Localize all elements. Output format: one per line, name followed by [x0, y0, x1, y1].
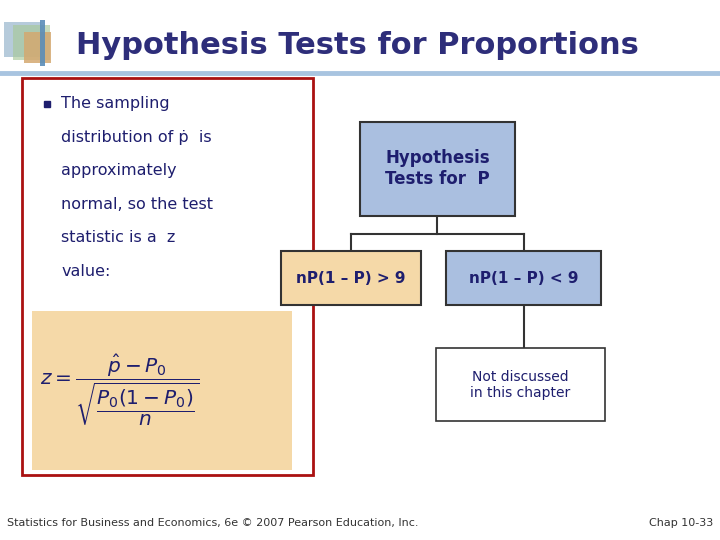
Text: statistic is a  z: statistic is a z [61, 230, 176, 245]
Text: Hypothesis
Tests for  P: Hypothesis Tests for P [385, 150, 490, 188]
Text: Chap 10-33: Chap 10-33 [649, 518, 713, 528]
FancyBboxPatch shape [446, 251, 601, 305]
FancyBboxPatch shape [281, 251, 421, 305]
FancyBboxPatch shape [22, 78, 313, 475]
FancyBboxPatch shape [436, 348, 605, 421]
Text: The sampling: The sampling [61, 96, 170, 111]
FancyBboxPatch shape [4, 22, 41, 57]
FancyBboxPatch shape [360, 122, 515, 216]
Text: nP(1 – P) < 9: nP(1 – P) < 9 [469, 271, 579, 286]
Text: Hypothesis Tests for Proportions: Hypothesis Tests for Proportions [76, 31, 639, 60]
FancyBboxPatch shape [32, 310, 292, 470]
Text: approximately: approximately [61, 163, 177, 178]
FancyBboxPatch shape [13, 25, 50, 60]
Text: Not discussed
in this chapter: Not discussed in this chapter [470, 370, 570, 400]
Text: Statistics for Business and Economics, 6e © 2007 Pearson Education, Inc.: Statistics for Business and Economics, 6… [7, 518, 419, 528]
Text: distribution of ṗ  is: distribution of ṗ is [61, 130, 212, 145]
Text: normal, so the test: normal, so the test [61, 197, 213, 212]
FancyBboxPatch shape [40, 20, 45, 66]
Text: $z = \dfrac{\hat{p} - P_0}{\sqrt{\dfrac{P_0(1-P_0)}{n}}}$: $z = \dfrac{\hat{p} - P_0}{\sqrt{\dfrac{… [40, 352, 199, 428]
Text: nP(1 – P) > 9: nP(1 – P) > 9 [296, 271, 406, 286]
Text: value:: value: [61, 264, 111, 279]
FancyBboxPatch shape [24, 32, 51, 63]
